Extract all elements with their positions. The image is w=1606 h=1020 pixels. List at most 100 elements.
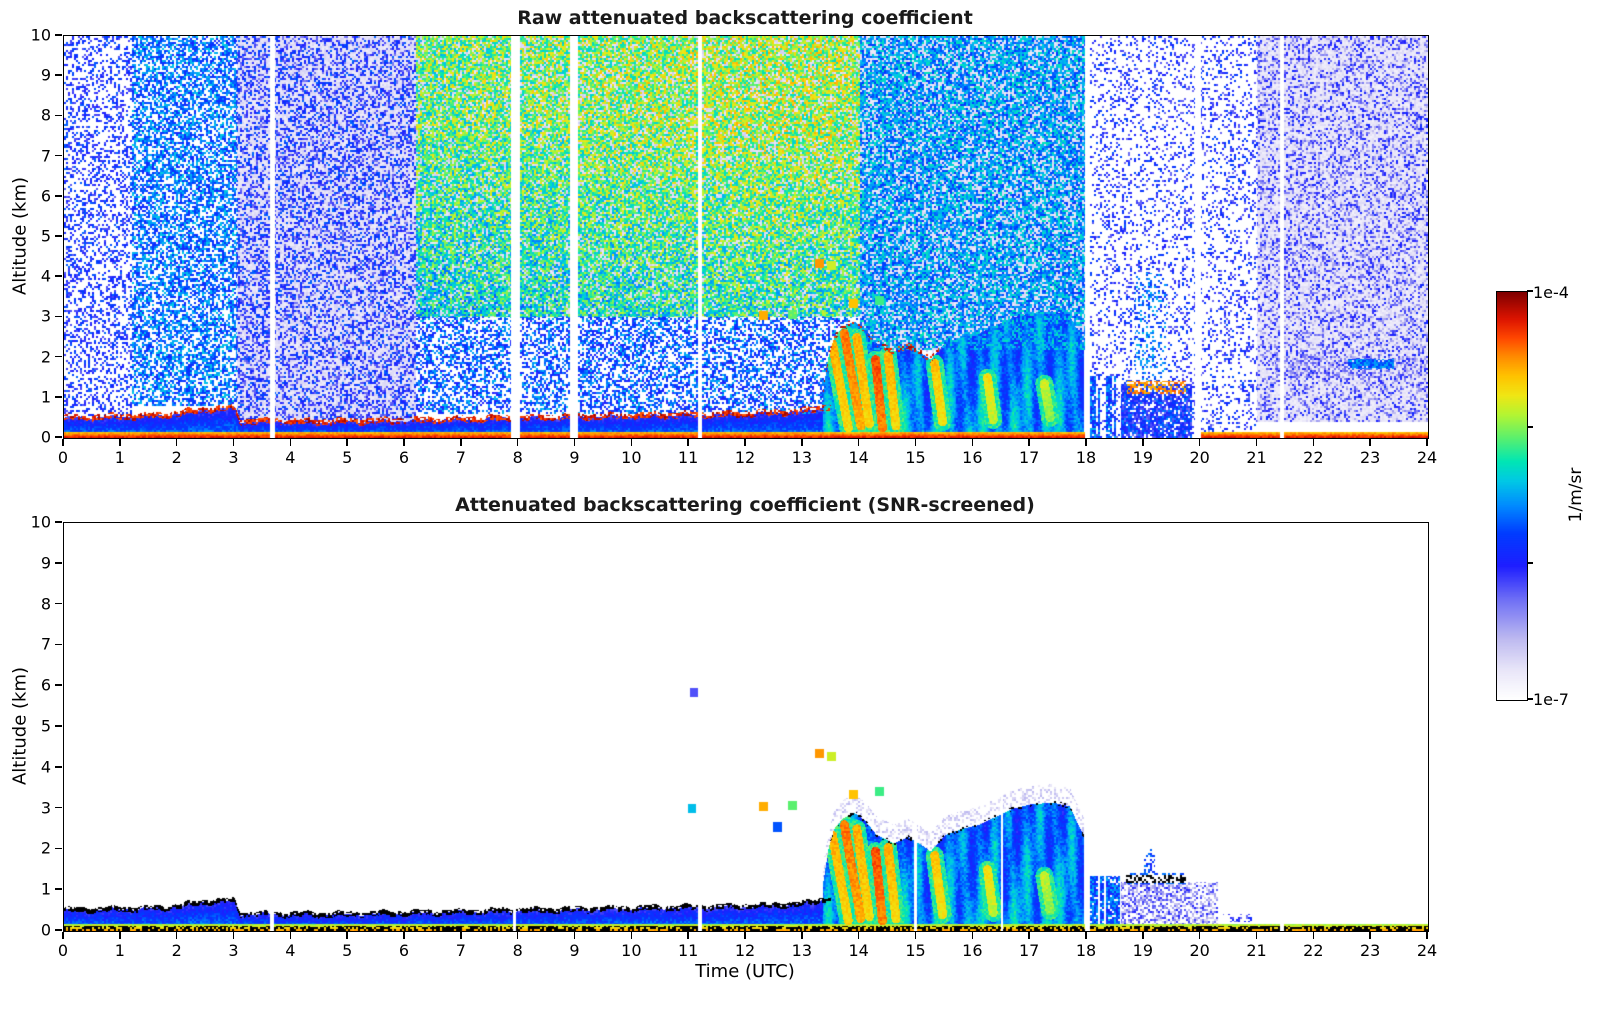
x-tick-mark: [1028, 439, 1030, 446]
x-tick-mark: [289, 439, 292, 446]
y-tick-label: 6: [40, 186, 51, 206]
x-tick-label: 23: [1359, 941, 1381, 960]
x-tick-mark: [516, 439, 519, 446]
x-tick-label: 10: [621, 941, 642, 960]
x-tick-label: 14: [848, 448, 869, 467]
y-tick-mark: [55, 684, 62, 686]
y-tick-mark: [55, 74, 62, 76]
x-tick-label: 6: [398, 448, 410, 467]
x-tick-mark: [119, 932, 121, 939]
x-tick-label: 13: [791, 941, 813, 960]
y-tick-label: 0: [40, 920, 51, 940]
y-tick-label: 8: [40, 594, 51, 614]
x-tick-label: 11: [677, 941, 699, 960]
x-tick-label: 22: [1303, 941, 1324, 960]
y-tick-mark: [55, 888, 62, 890]
x-tick-mark: [1085, 932, 1087, 939]
y-tick-mark: [55, 725, 62, 727]
y-tick-mark: [55, 235, 62, 237]
x-tick-mark: [744, 932, 746, 939]
x-tick-mark: [630, 932, 633, 939]
x-tick-label: 13: [791, 448, 813, 467]
x-tick-mark: [573, 439, 576, 446]
x-tick-label: 17: [1018, 448, 1040, 467]
raw-panel-title: Raw attenuated backscattering coefficien…: [517, 7, 973, 29]
x-tick-label: 6: [398, 941, 410, 960]
y-tick-mark: [55, 355, 62, 358]
colorbar-tick-mark: [1527, 426, 1533, 428]
x-tick-label: 2: [171, 448, 182, 467]
y-tick-label: 9: [40, 553, 51, 573]
x-tick-label: 1: [114, 941, 125, 960]
x-tick-label: 24: [1416, 941, 1438, 960]
x-tick-mark: [516, 932, 519, 939]
x-tick-label: 17: [1018, 941, 1040, 960]
x-tick-label: 8: [512, 448, 523, 467]
screened-panel-title: Attenuated backscattering coefficient (S…: [455, 494, 1035, 516]
x-tick-label: 15: [905, 448, 926, 467]
x-tick-mark: [232, 932, 235, 939]
screened-heatmap-plot-area: [63, 522, 1429, 932]
raw-heatmap-canvas: [64, 36, 1428, 438]
x-tick-mark: [62, 439, 64, 446]
x-tick-label: 0: [57, 941, 69, 960]
x-tick-mark: [573, 932, 576, 939]
x-tick-mark: [1142, 932, 1144, 939]
y-tick-mark: [55, 562, 62, 564]
y-tick-label: 8: [40, 105, 51, 125]
screened-heatmap-canvas: [64, 523, 1428, 931]
x-tick-label: 18: [1075, 941, 1097, 960]
raw-heatmap-plot-area: [63, 35, 1429, 439]
y-tick-label: 1: [40, 879, 51, 899]
x-tick-mark: [857, 932, 860, 939]
x-tick-mark: [971, 439, 974, 446]
x-tick-mark: [1369, 932, 1371, 939]
y-tick-mark: [55, 396, 62, 398]
colorbar-tick-mark: [1527, 698, 1533, 700]
x-tick-mark: [1369, 439, 1371, 446]
x-tick-label: 11: [677, 448, 699, 467]
x-tick-label: 20: [1189, 448, 1210, 467]
x-tick-label: 14: [848, 941, 869, 960]
x-tick-label: 0: [57, 448, 69, 467]
colorbar-gradient-canvas: [1497, 292, 1527, 700]
x-tick-label: 4: [285, 448, 296, 467]
x-tick-mark: [687, 932, 689, 939]
x-tick-label: 21: [1246, 941, 1267, 960]
x-tick-mark: [857, 439, 860, 446]
y-tick-label: 9: [40, 65, 51, 85]
x-tick-mark: [232, 439, 235, 446]
colorbar-tick-mark: [1527, 290, 1533, 292]
x-tick-label: 7: [455, 448, 466, 467]
x-tick-mark: [62, 932, 64, 939]
x-tick-label: 19: [1132, 941, 1154, 960]
y-tick-label: 3: [40, 306, 51, 326]
x-tick-mark: [914, 932, 917, 939]
colorbar: [1496, 291, 1528, 701]
x-tick-label: 10: [621, 448, 642, 467]
x-tick-mark: [1255, 439, 1258, 446]
y-tick-label: 7: [40, 146, 51, 166]
x-tick-label: 5: [342, 941, 353, 960]
x-tick-mark: [630, 439, 633, 446]
colorbar-unit-label: 1/m/sr: [1566, 467, 1586, 523]
y-tick-mark: [55, 602, 62, 605]
x-tick-label: 16: [962, 941, 983, 960]
y-tick-label: 5: [40, 226, 51, 246]
x-tick-mark: [1312, 439, 1315, 446]
y-tick-label: 5: [40, 716, 51, 736]
x-tick-label: 22: [1303, 448, 1324, 467]
x-tick-mark: [1426, 932, 1428, 939]
y-tick-mark: [55, 847, 62, 850]
x-tick-mark: [346, 932, 348, 939]
colorbar-max-label: 1e-4: [1533, 283, 1569, 302]
y-tick-mark: [55, 521, 62, 523]
x-tick-mark: [403, 932, 405, 939]
y-tick-label: 6: [40, 675, 51, 695]
y-tick-label: 0: [40, 427, 51, 447]
x-tick-mark: [1312, 932, 1315, 939]
x-tick-mark: [1028, 932, 1030, 939]
y-tick-label: 4: [40, 266, 51, 286]
x-tick-mark: [1142, 439, 1144, 446]
x-tick-mark: [460, 439, 462, 446]
